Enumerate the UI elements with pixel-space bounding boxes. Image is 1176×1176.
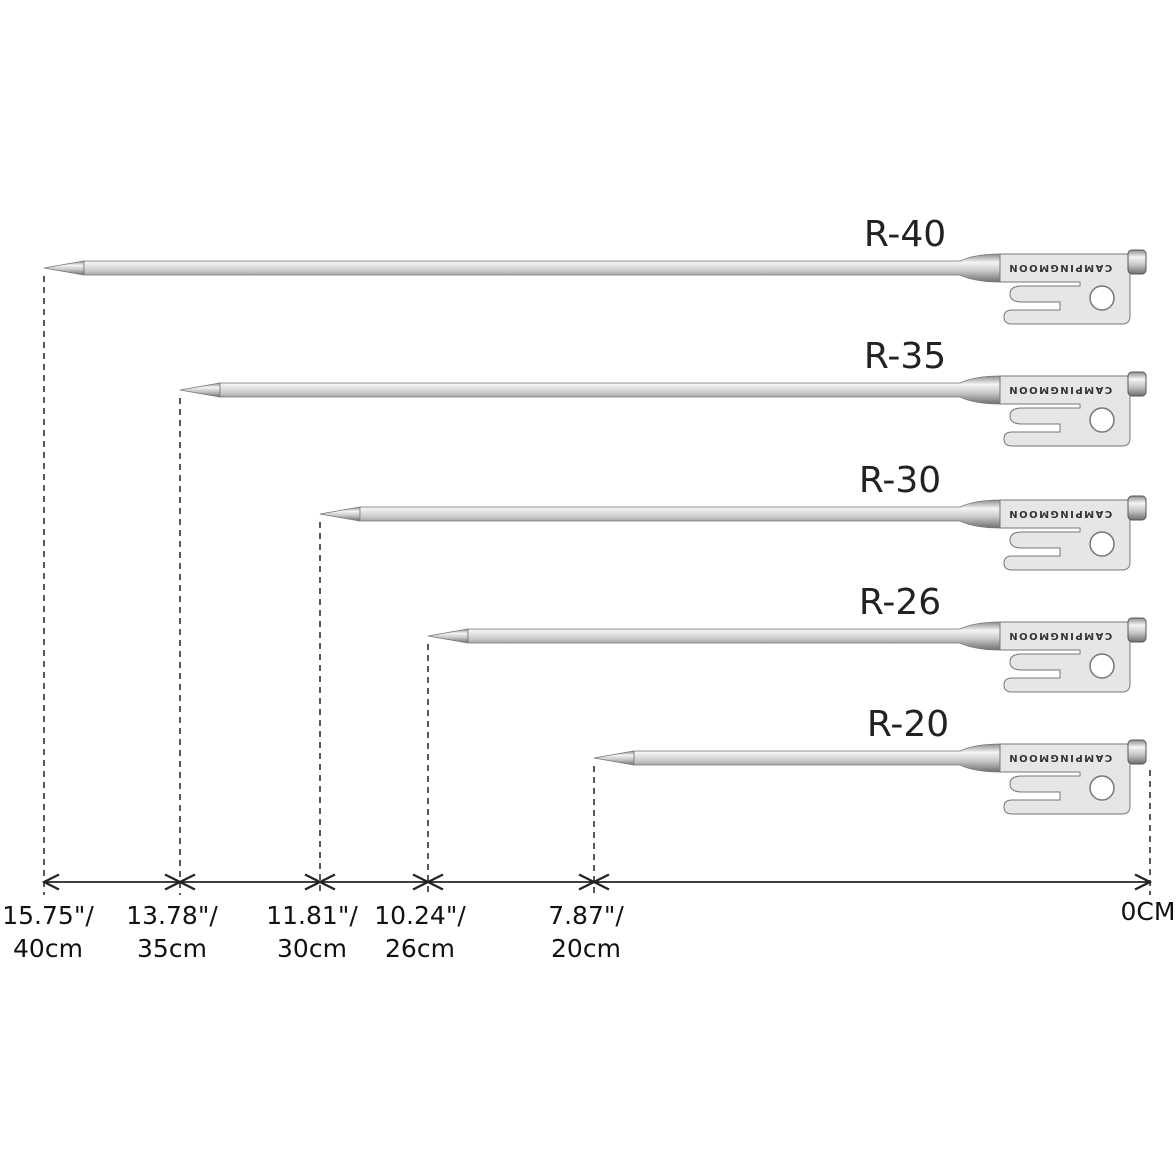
peg-cap [1127,739,1147,765]
peg-cap [1127,495,1147,521]
peg-cap [1127,249,1147,275]
peg-label: R-20 [867,704,949,745]
length-cm: 35cm [137,934,207,963]
peg-tip [427,628,469,644]
length-cm: 40cm [13,934,83,963]
peg-cap [1127,617,1147,643]
peg-hole [1089,653,1115,679]
peg-hole [1089,285,1115,311]
peg-shaft [467,621,1001,651]
peg-hole [1089,775,1115,801]
peg-brand: CAMPINGMOON [1008,262,1112,273]
length-inch: 11.81"/ [266,901,358,930]
peg-brand: CAMPINGMOON [1008,508,1112,519]
length-inch: 10.24"/ [374,901,466,930]
length-inch: 13.78"/ [126,901,218,930]
peg-shaft [219,375,1001,405]
peg-label: R-26 [859,582,941,623]
peg-hole [1089,531,1115,557]
peg-brand: CAMPINGMOON [1008,630,1112,641]
peg-brand: CAMPINGMOON [1008,752,1112,763]
peg-shaft [633,743,1001,773]
peg-label: R-40 [864,214,946,255]
peg-tip [319,506,361,522]
peg-cap [1127,371,1147,397]
peg-tip [179,382,221,398]
length-inch: 7.87"/ [548,901,624,930]
length-cm: 26cm [385,934,455,963]
peg-shaft [83,253,1001,283]
peg-tip [593,750,635,766]
peg-tip [43,260,85,276]
length-inch: 15.75"/ [2,901,94,930]
length-cm: 30cm [277,934,347,963]
peg-brand: CAMPINGMOON [1008,384,1112,395]
peg-shaft [359,499,1001,529]
peg-hole [1089,407,1115,433]
peg-label: R-35 [864,336,946,377]
peg-label: R-30 [859,460,941,501]
length-cm: 20cm [551,934,621,963]
zero-label: 0CM [1121,897,1176,926]
